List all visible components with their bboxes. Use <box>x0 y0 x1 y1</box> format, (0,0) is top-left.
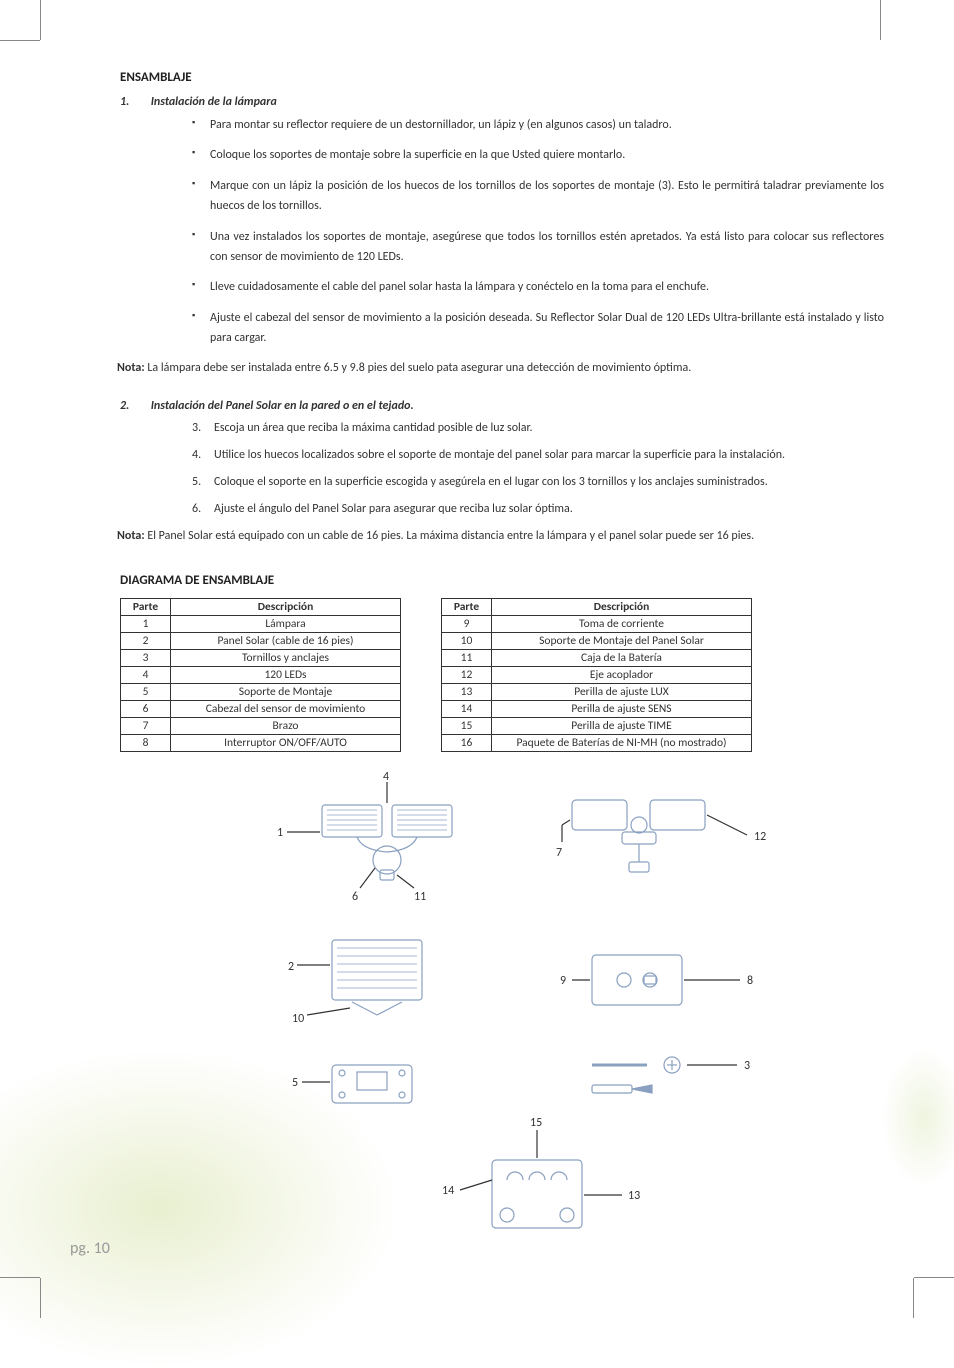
dl3: 3 <box>744 1059 750 1073</box>
cell-part: 8 <box>121 735 171 752</box>
cell-desc: Interruptor ON/OFF/AUTO <box>171 735 401 752</box>
parts-table-right: Parte Descripción 9Toma de corriente10So… <box>441 598 752 752</box>
cell-desc: Lámpara <box>171 616 401 633</box>
dl6: 6 <box>352 890 358 904</box>
cell-part: 9 <box>442 616 492 633</box>
step-item: Escoja un área que reciba la máxima cant… <box>192 419 884 438</box>
table-row: 9Toma de corriente <box>442 616 752 633</box>
dl4: 4 <box>383 770 389 784</box>
dl10: 10 <box>292 1012 304 1026</box>
cell-desc: Perilla de ajuste TIME <box>492 718 752 735</box>
cell-part: 1 <box>121 616 171 633</box>
subsection-1: 1. Instalación de la lámpara <box>120 95 884 109</box>
cell-desc: 120 LEDs <box>171 667 401 684</box>
table-row: 7Brazo <box>121 718 401 735</box>
note-1: Nota: La lámpara debe ser instalada entr… <box>117 359 884 377</box>
table-row: 4120 LEDs <box>121 667 401 684</box>
th-desc-r: Descripción <box>492 599 752 616</box>
th-parte-r: Parte <box>442 599 492 616</box>
note1-text: La lámpara debe ser instalada entre 6.5 … <box>145 361 692 375</box>
cell-part: 5 <box>121 684 171 701</box>
subsection-2: 2. Instalación del Panel Solar en la par… <box>120 399 884 413</box>
dl8: 8 <box>747 974 753 988</box>
cell-part: 7 <box>121 718 171 735</box>
th-parte-l: Parte <box>121 599 171 616</box>
bullet-item: Una vez instalados los soportes de monta… <box>192 227 884 268</box>
bullet-item: Ajuste el cabezal del sensor de movimien… <box>192 308 884 349</box>
parts-tables: Parte Descripción 1Lámpara2Panel Solar (… <box>120 598 884 752</box>
dl11: 11 <box>414 890 426 904</box>
cell-part: 6 <box>121 701 171 718</box>
cell-desc: Tornillos y anclajes <box>171 650 401 667</box>
section-title-diagrama: DIAGRAMA DE ENSAMBLAJE <box>120 573 884 588</box>
assembly-diagram: 1 4 6 11 7 12 2 10 9 8 5 3 15 14 13 <box>120 770 884 1250</box>
bullet-item: Lleve cuidadosamente el cable del panel … <box>192 277 884 297</box>
table-row: 3Tornillos y anclajes <box>121 650 401 667</box>
cell-part: 11 <box>442 650 492 667</box>
table-row: 16Paquete de Baterías de NI-MH (no mostr… <box>442 735 752 752</box>
dl14: 14 <box>442 1184 454 1198</box>
sub1-num: 1. <box>120 95 148 109</box>
table-row: 8Interruptor ON/OFF/AUTO <box>121 735 401 752</box>
dl7: 7 <box>556 846 562 860</box>
cell-part: 15 <box>442 718 492 735</box>
cell-desc: Soporte de Montaje del Panel Solar <box>492 633 752 650</box>
table-row: 5Soporte de Montaje <box>121 684 401 701</box>
cell-part: 3 <box>121 650 171 667</box>
cell-desc: Eje acoplador <box>492 667 752 684</box>
table-row: 14Perilla de ajuste SENS <box>442 701 752 718</box>
sub1-title: Instalación de la lámpara <box>151 95 277 109</box>
note2-label: Nota: <box>117 529 145 543</box>
dl2: 2 <box>288 960 294 974</box>
table-row: 13Perilla de ajuste LUX <box>442 684 752 701</box>
cell-desc: Soporte de Montaje <box>171 684 401 701</box>
dl9: 9 <box>560 974 566 988</box>
table-row: 12Eje acoplador <box>442 667 752 684</box>
steps-section-2: Escoja un área que reciba la máxima cant… <box>192 419 884 520</box>
cell-desc: Perilla de ajuste LUX <box>492 684 752 701</box>
cell-desc: Brazo <box>171 718 401 735</box>
step-item: Utilice los huecos localizados sobre el … <box>192 446 884 465</box>
parts-table-left: Parte Descripción 1Lámpara2Panel Solar (… <box>120 598 401 752</box>
page-content: ENSAMBLAJE 1. Instalación de la lámpara … <box>0 0 954 1290</box>
table-row: 2Panel Solar (cable de 16 pies) <box>121 633 401 650</box>
step-item: Ajuste el ángulo del Panel Solar para as… <box>192 500 884 519</box>
cell-desc: Panel Solar (cable de 16 pies) <box>171 633 401 650</box>
cell-part: 16 <box>442 735 492 752</box>
cell-desc: Cabezal del sensor de movimiento <box>171 701 401 718</box>
bullet-item: Marque con un lápiz la posición de los h… <box>192 176 884 217</box>
cell-part: 4 <box>121 667 171 684</box>
cell-desc: Toma de corriente <box>492 616 752 633</box>
step-item: Coloque el soporte en la superficie esco… <box>192 473 884 492</box>
cell-part: 12 <box>442 667 492 684</box>
bullet-item: Coloque los soportes de montaje sobre la… <box>192 145 884 165</box>
dl12: 12 <box>754 830 766 844</box>
dl5: 5 <box>292 1076 298 1090</box>
cell-desc: Perilla de ajuste SENS <box>492 701 752 718</box>
dl13: 13 <box>628 1189 640 1203</box>
cell-desc: Paquete de Baterías de NI-MH (no mostrad… <box>492 735 752 752</box>
note2-text: El Panel Solar está equipado con un cabl… <box>145 529 755 543</box>
cell-desc: Caja de la Batería <box>492 650 752 667</box>
cell-part: 10 <box>442 633 492 650</box>
table-row: 1Lámpara <box>121 616 401 633</box>
bullets-section-1: Para montar su reflector requiere de un … <box>192 115 884 349</box>
dl15: 15 <box>530 1116 542 1130</box>
cell-part: 13 <box>442 684 492 701</box>
table-row: 6Cabezal del sensor de movimiento <box>121 701 401 718</box>
cell-part: 14 <box>442 701 492 718</box>
th-desc-l: Descripción <box>171 599 401 616</box>
cell-part: 2 <box>121 633 171 650</box>
note1-label: Nota: <box>117 361 145 375</box>
bullet-item: Para montar su reflector requiere de un … <box>192 115 884 135</box>
table-row: 10Soporte de Montaje del Panel Solar <box>442 633 752 650</box>
sub2-title: Instalación del Panel Solar en la pared … <box>151 399 414 413</box>
table-row: 11Caja de la Batería <box>442 650 752 667</box>
dl1: 1 <box>277 826 283 840</box>
sub2-num: 2. <box>120 399 148 413</box>
table-row: 15Perilla de ajuste TIME <box>442 718 752 735</box>
section-title-ensamblaje: ENSAMBLAJE <box>120 70 884 85</box>
note-2: Nota: El Panel Solar está equipado con u… <box>117 527 884 545</box>
